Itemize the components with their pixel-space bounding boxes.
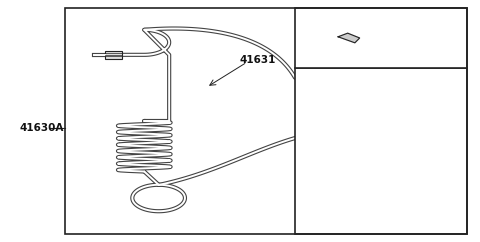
- Text: 41712A: 41712A: [343, 86, 387, 96]
- Bar: [65, 8, 468, 234]
- Circle shape: [309, 132, 322, 139]
- Text: 41640: 41640: [403, 125, 439, 135]
- Bar: [295, 68, 468, 234]
- Text: 41631: 41631: [240, 55, 276, 65]
- Text: 58727B: 58727B: [323, 14, 367, 24]
- Circle shape: [334, 165, 351, 174]
- Circle shape: [303, 132, 316, 139]
- Circle shape: [326, 132, 338, 139]
- Text: 41630A: 41630A: [20, 123, 64, 133]
- Polygon shape: [357, 128, 391, 150]
- Circle shape: [339, 167, 346, 171]
- Circle shape: [332, 132, 344, 139]
- Circle shape: [340, 134, 346, 137]
- Text: 1751GC: 1751GC: [381, 105, 426, 115]
- Circle shape: [315, 132, 327, 139]
- Text: 1751GC: 1751GC: [367, 192, 412, 202]
- Bar: [105, 51, 122, 59]
- Circle shape: [321, 132, 333, 139]
- Bar: [295, 8, 468, 68]
- Circle shape: [335, 132, 350, 139]
- Polygon shape: [338, 33, 360, 43]
